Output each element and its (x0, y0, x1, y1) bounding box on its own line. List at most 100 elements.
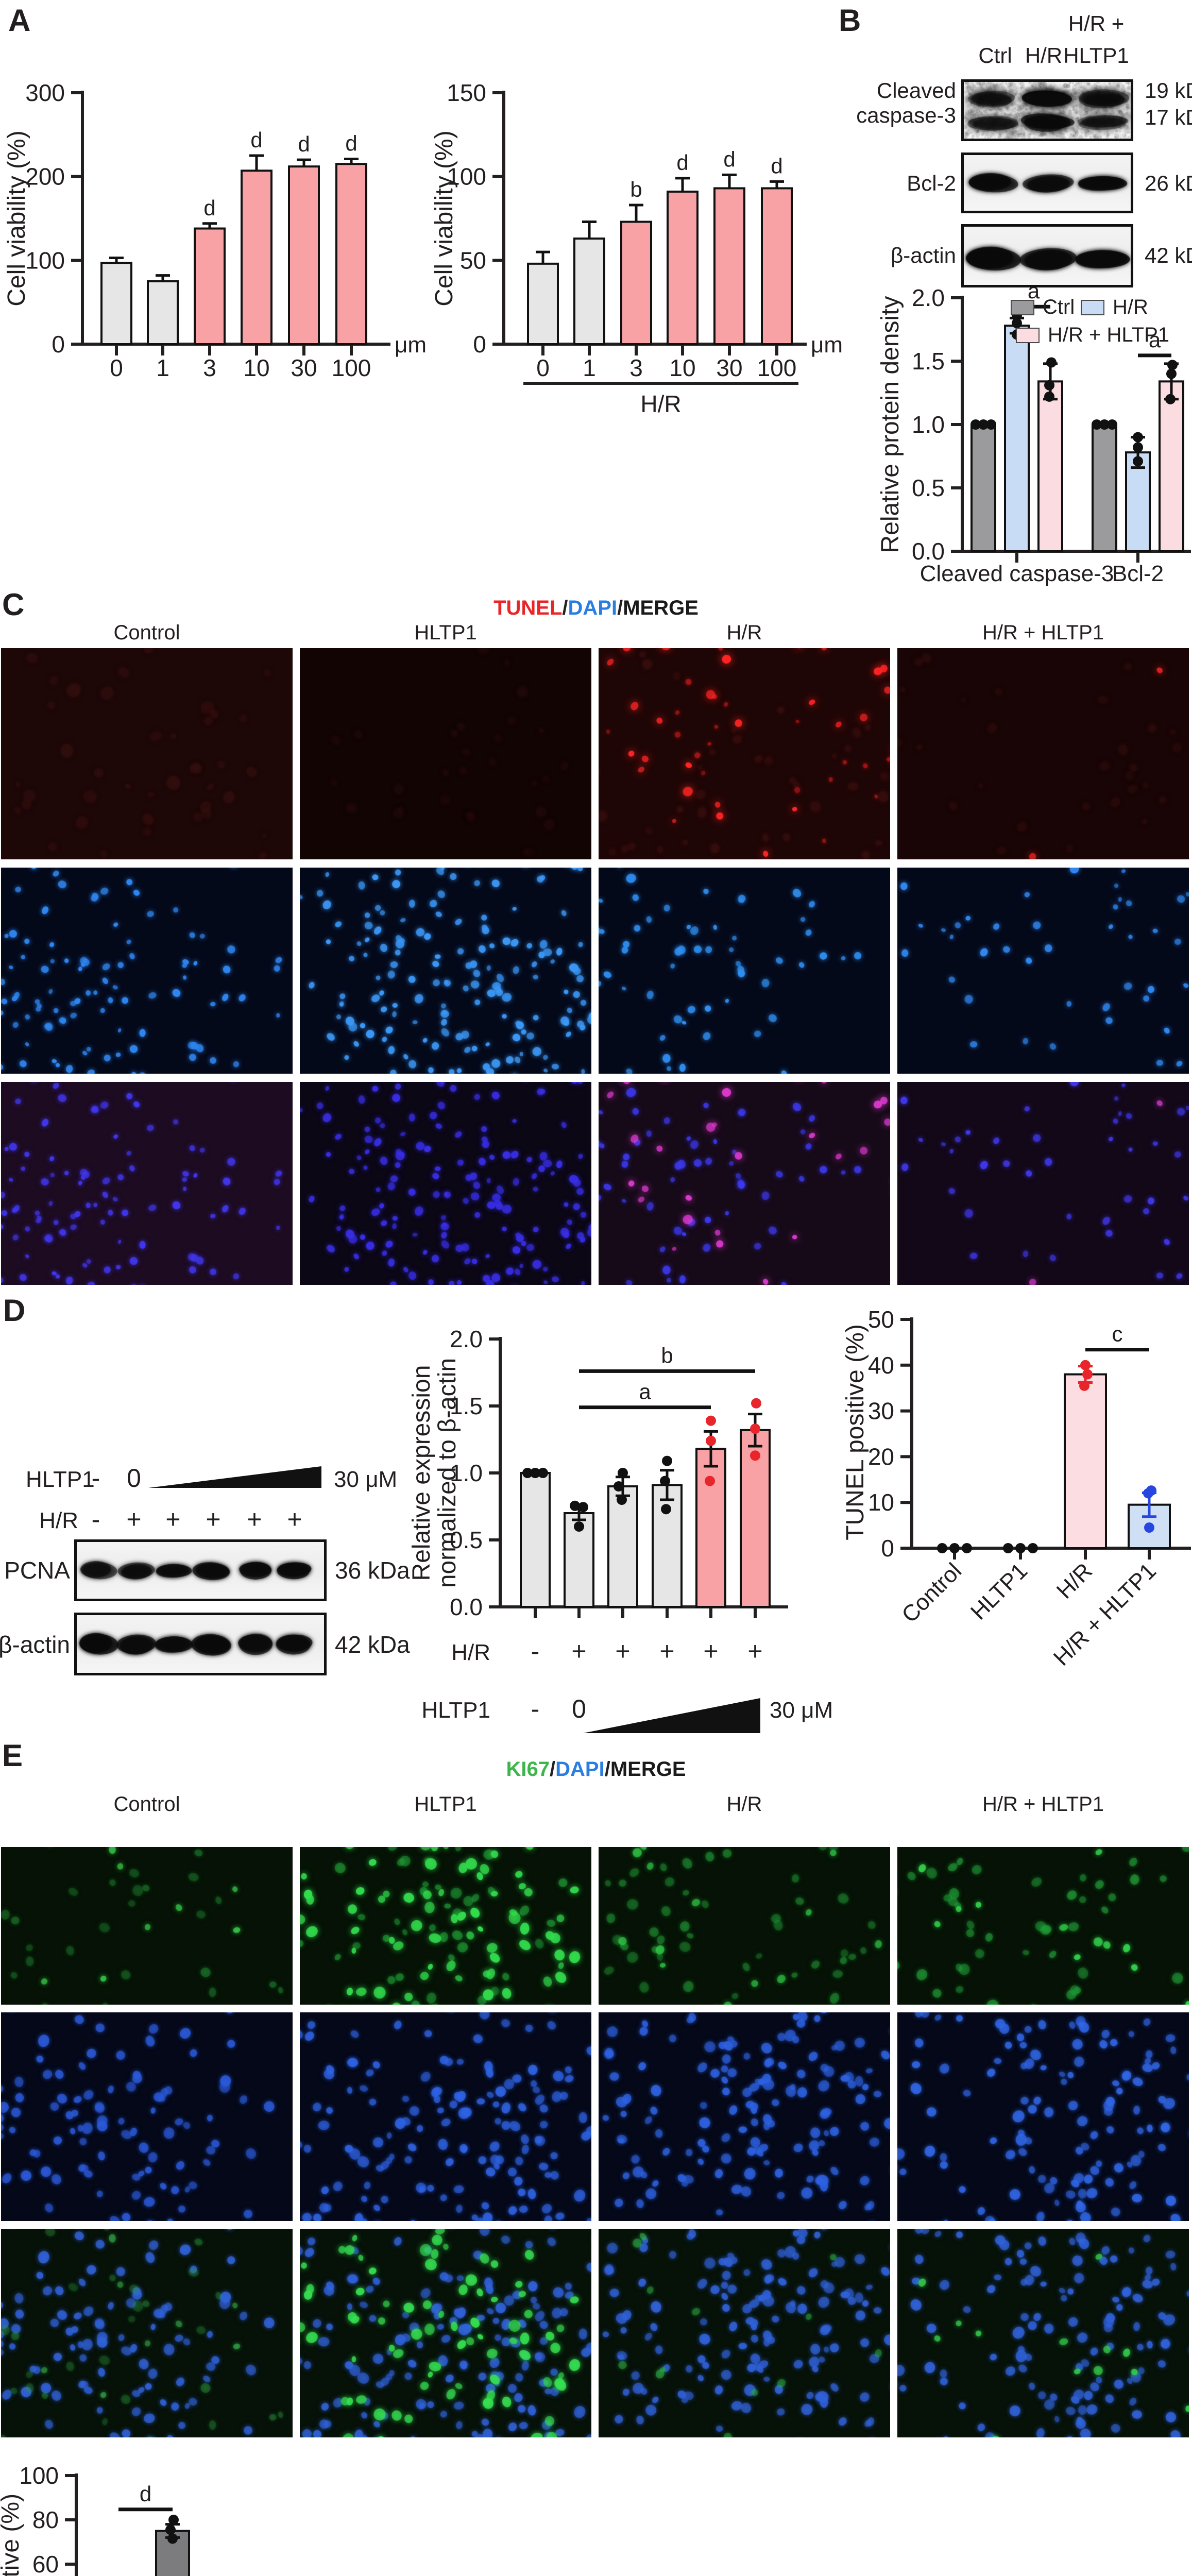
bar (288, 165, 320, 345)
data-point (662, 1455, 672, 1466)
data-point (937, 1543, 947, 1553)
data-point (750, 1450, 760, 1461)
sig-letter: a (639, 1380, 651, 1404)
y-tick-label: 0.5 (912, 474, 945, 501)
x-category-label: 0 (536, 354, 550, 381)
data-point (1080, 1360, 1091, 1370)
data-point (1144, 1522, 1154, 1533)
micro-tile-c-TUNEL-Control (1, 648, 293, 859)
blot-target-label: Bcl-2 (907, 171, 956, 195)
molecular-weight-label: 19 kDa (1145, 78, 1192, 103)
blot-target-label: caspase-3 (856, 103, 956, 127)
data-point (706, 1435, 716, 1446)
bar (147, 280, 179, 345)
group-underline-label: H/R (640, 391, 681, 417)
micro-tile-c-TUNEL-HLTP1 (300, 648, 591, 859)
condition-symbol: + (206, 1505, 220, 1534)
micro-tile-e-DAPI-H/R (599, 2012, 890, 2221)
data-point (705, 1476, 715, 1486)
y-axis-label: Relative expression (408, 1365, 435, 1581)
condition-symbol: + (165, 1505, 180, 1534)
sig-letter: a (1149, 328, 1161, 352)
y-axis-label: Ki67 positive (%) (0, 2494, 24, 2576)
y-tick-label: 300 (25, 79, 65, 106)
sub-row-label: H/R (451, 1640, 490, 1665)
bar (194, 227, 226, 345)
micro-tile-e-MERGE-H/R (599, 2229, 890, 2437)
y-tick-label: 100 (447, 163, 486, 190)
c-column-header: H/R (726, 621, 762, 644)
bar (1037, 380, 1063, 552)
y-axis-label: Cell viability (%) (3, 130, 30, 306)
y-tick-label: 50 (868, 1306, 894, 1333)
x-category-label: HLTP1 (966, 1558, 1032, 1624)
micro-tile-c-DAPI-H/R (599, 868, 890, 1074)
data-point (578, 1502, 588, 1513)
data-point (1012, 318, 1022, 329)
data-point (538, 1468, 548, 1478)
sub-row-symbol: - (531, 1694, 540, 1723)
y-tick-label: 2.0 (450, 1326, 483, 1352)
data-point (750, 1423, 760, 1434)
x-category-label: 1 (583, 354, 596, 381)
condition-symbol: + (126, 1505, 141, 1534)
sig-letter: b (661, 1343, 673, 1367)
x-category-label: 1 (156, 354, 169, 381)
micro-tile-c-DAPI-Control (1, 868, 293, 1074)
condition-symbol: - (92, 1464, 100, 1493)
y-tick-label: 100 (25, 247, 65, 274)
data-point (570, 1500, 580, 1511)
x-category-label: 3 (629, 354, 643, 381)
y-tick-label: 80 (32, 2506, 59, 2533)
y-tick-label: 50 (460, 247, 486, 274)
data-point (1143, 1488, 1153, 1499)
y-tick-label: 0.0 (450, 1594, 483, 1620)
chart-D1: 0.0 0.5 1.0 1.5 2.0 ab Relative expressionnorm… (408, 1326, 833, 1733)
y-tick-label: 20 (868, 1443, 894, 1470)
x-category-label: 10 (243, 354, 269, 381)
y-tick-label: 0.0 (912, 538, 945, 565)
sub-row-symbol: - (531, 1637, 540, 1666)
molecular-weight-label: 17 kDa (1145, 105, 1192, 129)
y-axis-label: normalized to β-actin (434, 1358, 461, 1588)
micro-tile-c-MERGE-H/R (599, 1082, 890, 1285)
channel-title-part: DAPI (568, 597, 618, 619)
c-column-header: H/R + HLTP1 (982, 621, 1104, 644)
y-tick-label: 60 (32, 2551, 59, 2576)
y-tick-label: 150 (447, 79, 486, 106)
sig-letter: d (298, 132, 310, 156)
data-point (168, 2515, 179, 2525)
panel-e-title: KI67/DAPI/MERGE (0, 1758, 1192, 1781)
bar (1092, 423, 1117, 552)
y-tick-label: 1.5 (450, 1393, 483, 1419)
gradient-max-label: 30 μM (770, 1698, 833, 1723)
micro-tile-e-MERGE-HLTP1 (300, 2229, 591, 2437)
micro-tile-e-DAPI-Control (1, 2012, 293, 2221)
bar (100, 262, 132, 346)
panel-a-label: A (8, 3, 31, 38)
condition-symbol: + (287, 1505, 302, 1534)
channel-title-part: / (604, 1758, 610, 1781)
data-point (1166, 368, 1177, 379)
lane-header: Ctrl (978, 43, 1012, 67)
blot-target-label: β-actin (891, 243, 956, 267)
data-point (167, 2533, 178, 2544)
data-point (660, 1476, 670, 1486)
data-point (522, 1468, 533, 1478)
y-axis-label: Relative protein density (877, 296, 904, 553)
unit-label: μm (811, 332, 843, 358)
micro-tile-e-KI67-Control (1, 1847, 293, 2005)
data-point (1133, 432, 1143, 443)
bar (970, 423, 996, 552)
bar (695, 1448, 726, 1608)
data-point (986, 419, 996, 430)
e-column-header: H/R (726, 1793, 762, 1816)
data-point (618, 1468, 628, 1478)
bar (527, 262, 559, 345)
y-tick-label: 100 (19, 2462, 59, 2489)
data-point (1028, 1543, 1038, 1553)
data-point (970, 419, 981, 430)
legend-label: H/R (1113, 296, 1148, 318)
legend-item: H/R + HLTP1 (1016, 324, 1169, 347)
